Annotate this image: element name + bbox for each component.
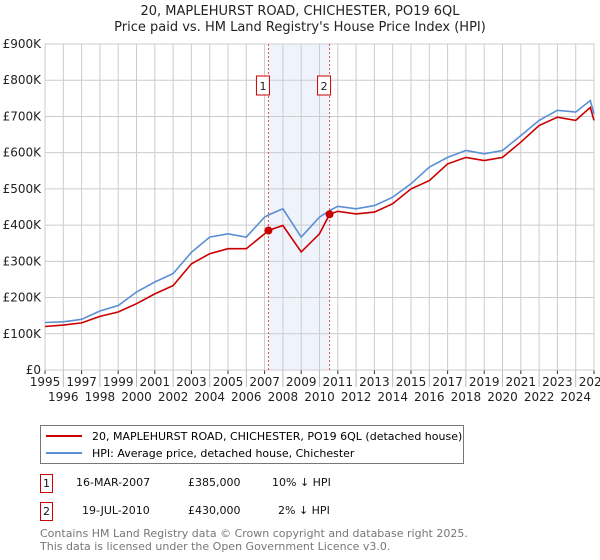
legend-label: HPI: Average price, detached house, Chic…: [92, 446, 355, 460]
x-tick-label: 2017: [432, 375, 463, 389]
x-tick-label: 2025: [579, 375, 600, 389]
footer: Contains HM Land Registry data © Crown c…: [40, 527, 468, 553]
x-tick-label: 2010: [304, 390, 335, 404]
sale-label-box: [317, 75, 332, 96]
x-tick-label: 2024: [560, 390, 591, 404]
sale-date: 19-JUL-2010: [82, 504, 150, 517]
x-tick-label: 1996: [48, 390, 79, 404]
chart-title: 20, MAPLEHURST ROAD, CHICHESTER, PO19 6Q…: [140, 4, 460, 19]
x-tick-label: 2006: [231, 390, 262, 404]
x-tick-label: 2002: [158, 390, 189, 404]
x-tick-label: 2013: [359, 375, 390, 389]
sale-point: [264, 226, 273, 235]
y-tick-label: £200K: [3, 291, 43, 305]
sale-point: [325, 210, 334, 219]
x-tick-label: 1997: [66, 375, 97, 389]
property-price-line: [44, 105, 595, 328]
y-tick-label: £700K: [3, 109, 43, 123]
plot-frame: [44, 43, 595, 371]
legend-blue-line-icon: [46, 452, 82, 454]
sale-hpi-diff: 2% ↓ HPI: [278, 504, 330, 517]
x-tick-label: 2018: [451, 390, 482, 404]
x-tick-label: 2016: [414, 390, 445, 404]
y-tick-label: £500K: [3, 182, 43, 196]
x-tick-label: 2007: [249, 375, 280, 389]
sale-label: 1: [259, 80, 266, 93]
y-tick-label: £600K: [3, 146, 43, 160]
y-tick-label: £100K: [3, 327, 43, 341]
legend-item-hpi: HPI: Average price, detached house, Chic…: [41, 445, 354, 461]
y-tick-label: £0: [26, 363, 41, 377]
chart-subtitle: Price paid vs. HM Land Registry's House …: [114, 20, 486, 35]
y-tick-label: £900K: [3, 37, 43, 51]
x-tick-label: 1999: [103, 375, 134, 389]
x-tick-label: 1995: [30, 375, 61, 389]
legend-red-line-icon: [46, 435, 82, 437]
sale-price: £385,000: [188, 476, 241, 489]
sale-date: 16-MAR-2007: [76, 476, 151, 489]
footer-copyright: Contains HM Land Registry data © Crown c…: [40, 527, 468, 540]
sale-badge: 1: [40, 474, 53, 493]
x-tick-label: 2020: [487, 390, 518, 404]
hpi-line: [44, 99, 595, 324]
x-tick-label: 2019: [469, 375, 500, 389]
y-tick-label: £800K: [3, 73, 43, 87]
x-tick-label: 2011: [323, 375, 354, 389]
legend-item-property: 20, MAPLEHURST ROAD, CHICHESTER, PO19 6Q…: [41, 428, 462, 444]
x-tick-label: 2014: [377, 390, 408, 404]
sale-label: 2: [321, 80, 328, 93]
x-tick-label: 2000: [121, 390, 152, 404]
x-tick-label: 2004: [194, 390, 225, 404]
x-tick-label: 2015: [396, 375, 427, 389]
footer-licence: This data is licensed under the Open Gov…: [40, 540, 391, 553]
sale-label-box: [255, 75, 270, 96]
price-chart: 1995199619971998199920002001200220032004…: [3, 37, 600, 404]
legend-label: 20, MAPLEHURST ROAD, CHICHESTER, PO19 6Q…: [92, 429, 463, 443]
x-tick-label: 1998: [85, 390, 116, 404]
x-tick-label: 2012: [341, 390, 372, 404]
x-tick-label: 2005: [213, 375, 244, 389]
y-tick-label: £400K: [3, 218, 43, 232]
x-tick-label: 2001: [140, 375, 171, 389]
x-tick-label: 2008: [268, 390, 299, 404]
x-tick-label: 2009: [286, 375, 317, 389]
x-tick-label: 2023: [542, 375, 573, 389]
legend: 20, MAPLEHURST ROAD, CHICHESTER, PO19 6Q…: [40, 425, 464, 464]
x-tick-label: 2022: [524, 390, 555, 404]
x-tick-label: 2003: [176, 375, 207, 389]
y-tick-label: £300K: [3, 254, 43, 268]
sale-price: £430,000: [188, 504, 241, 517]
sale-badge: 2: [40, 502, 53, 521]
x-tick-label: 2021: [506, 375, 537, 389]
sale-hpi-diff: 10% ↓ HPI: [272, 476, 331, 489]
